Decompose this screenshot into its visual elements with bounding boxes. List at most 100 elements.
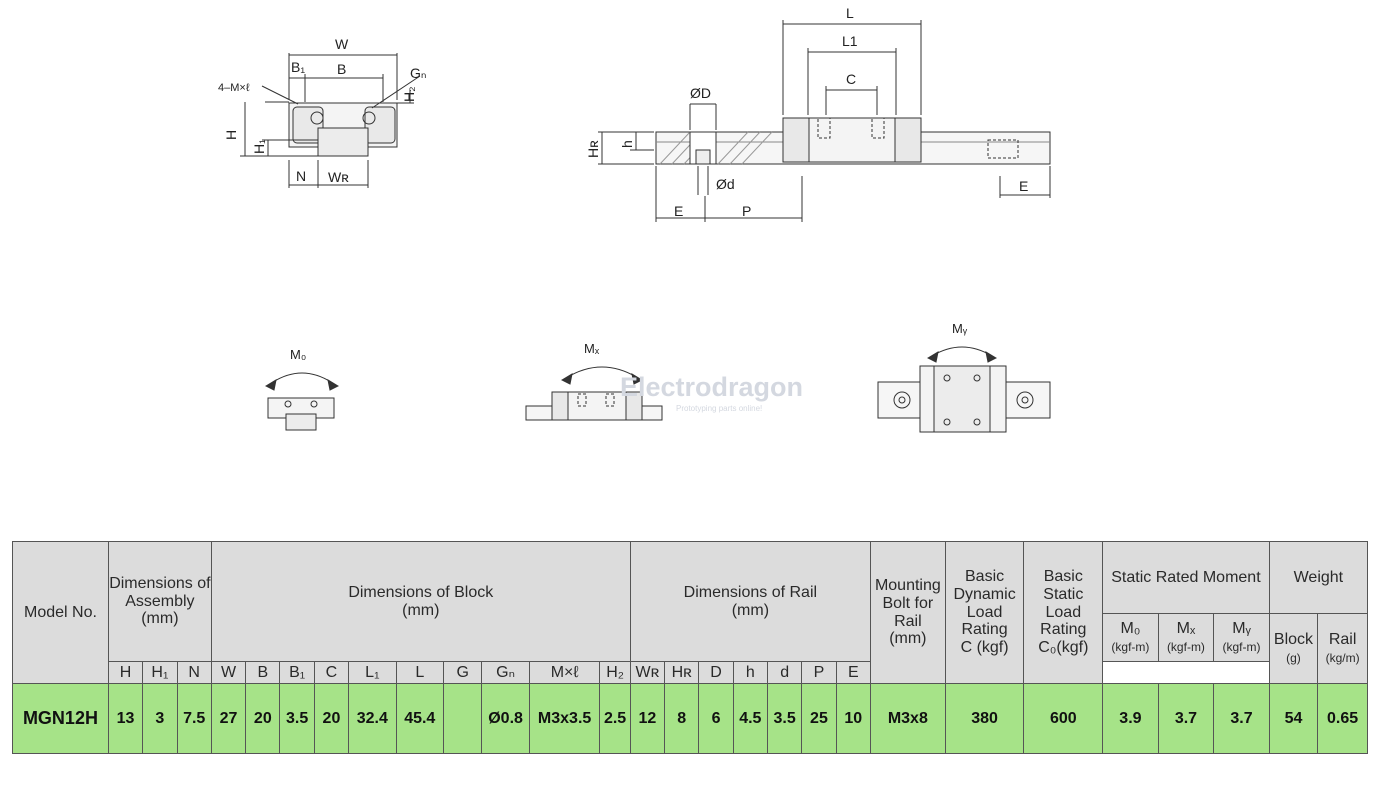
cell-w: 27 bbox=[210, 683, 247, 754]
weight-block-unit: (g) bbox=[1286, 650, 1301, 665]
col-h2: H₂ bbox=[599, 661, 631, 684]
col-hr: Hʀ bbox=[664, 661, 700, 684]
label-d-small: Ød bbox=[716, 176, 735, 192]
col-w: W bbox=[210, 661, 247, 684]
moment-unit: (kgf-m) bbox=[1111, 639, 1150, 654]
label-wr: Wʀ bbox=[328, 169, 349, 185]
label-n: N bbox=[296, 168, 306, 184]
cell-weight-block: 54 bbox=[1268, 683, 1319, 754]
moment-mx-label: Mₓ bbox=[1176, 619, 1196, 637]
header-mounting-bolt: Mounting Bolt for Rail (mm) bbox=[870, 541, 946, 684]
cell-p: 25 bbox=[801, 683, 837, 754]
cell-h1: 3 bbox=[142, 683, 178, 754]
col-l: L bbox=[395, 661, 444, 684]
label-m0: M₀ bbox=[290, 347, 306, 362]
col-h-rail: h bbox=[732, 661, 768, 684]
cell-wr: 12 bbox=[629, 683, 666, 754]
moment-m0-view bbox=[264, 372, 340, 431]
cell-my: 3.7 bbox=[1213, 683, 1270, 754]
header-static-moment: Static Rated Moment bbox=[1102, 541, 1270, 614]
moment-unit: (kgf-m) bbox=[1166, 639, 1205, 654]
cell-h-rail: 4.5 bbox=[732, 683, 768, 754]
header-static-title: Basic Static Load Rating bbox=[1040, 567, 1087, 639]
label-w: W bbox=[335, 36, 349, 52]
cell-gn: Ø0.8 bbox=[481, 683, 530, 754]
cross-section-view bbox=[240, 53, 421, 188]
cell-model: MGN12H bbox=[12, 683, 109, 754]
weight-rail-unit: (kg/m) bbox=[1325, 650, 1360, 665]
header-rail-title: Dimensions of Rail bbox=[683, 583, 818, 601]
cell-static: 600 bbox=[1023, 683, 1104, 754]
header-moment-m0: M₀ (kgf-m) bbox=[1102, 613, 1159, 662]
cell-dynamic: 380 bbox=[944, 683, 1025, 754]
label-b1: B₁ bbox=[291, 59, 305, 75]
col-p: P bbox=[801, 661, 837, 684]
cell-m0: 3.9 bbox=[1102, 683, 1159, 754]
cell-l: 45.4 bbox=[395, 683, 444, 754]
watermark-subtitle: Prototyping parts online! bbox=[676, 404, 763, 413]
col-gn: Gₙ bbox=[481, 661, 530, 684]
header-model: Model No. bbox=[12, 541, 109, 684]
header-weight-block: Block (g) bbox=[1268, 613, 1319, 684]
header-static-unit: C₀(kgf) bbox=[1038, 639, 1089, 657]
col-c: C bbox=[313, 661, 350, 684]
label-b: B bbox=[337, 61, 346, 77]
moment-my-view bbox=[877, 346, 1051, 433]
cell-h2: 2.5 bbox=[599, 683, 631, 754]
label-od: ØD bbox=[690, 85, 711, 101]
col-d-big: D bbox=[698, 661, 734, 684]
header-dynamic-load: Basic Dynamic Load Rating C (kgf) bbox=[944, 541, 1025, 684]
label-h: H bbox=[223, 130, 239, 140]
header-moment-mx: Mₓ (kgf-m) bbox=[1157, 613, 1215, 662]
cell-mx: 3.7 bbox=[1157, 683, 1215, 754]
cell-weight-rail: 0.65 bbox=[1317, 683, 1368, 754]
cell-n: 7.5 bbox=[176, 683, 212, 754]
label-e-right: E bbox=[1019, 178, 1028, 194]
spec-table: Model No. Dimensions of Assembly (mm) Di… bbox=[12, 541, 1369, 754]
cell-d-small: 3.5 bbox=[766, 683, 803, 754]
header-rail: Dimensions of Rail (mm) bbox=[629, 541, 872, 662]
header-mounting-bolt-title: Mounting Bolt for Rail bbox=[874, 576, 941, 630]
cell-c: 20 bbox=[313, 683, 350, 754]
label-mxl: 4–M×ℓ bbox=[218, 82, 250, 94]
header-static-load: Basic Static Load Rating C₀(kgf) bbox=[1023, 541, 1104, 684]
moment-mx-view bbox=[525, 366, 663, 421]
label-hr: Hʀ bbox=[585, 140, 601, 158]
col-b1: B₁ bbox=[279, 661, 315, 684]
weight-block-label: Block bbox=[1273, 630, 1314, 648]
cell-hr: 8 bbox=[664, 683, 700, 754]
header-rail-unit: (mm) bbox=[731, 601, 770, 619]
side-view bbox=[598, 20, 1051, 222]
label-e-left: E bbox=[674, 203, 683, 219]
watermark: Electrodragon bbox=[620, 372, 804, 402]
col-mxl: M×ℓ bbox=[528, 661, 601, 684]
cell-bolt: M3x8 bbox=[870, 683, 946, 754]
cell-g bbox=[442, 683, 483, 754]
header-dynamic-unit: C (kgf) bbox=[960, 639, 1009, 657]
cell-h: 13 bbox=[107, 683, 144, 754]
col-b: B bbox=[245, 661, 281, 684]
col-h1: H₁ bbox=[142, 661, 178, 684]
col-n: N bbox=[176, 661, 212, 684]
col-h: H bbox=[107, 661, 144, 684]
label-h1: H₁ bbox=[251, 139, 267, 154]
weight-rail-label: Rail bbox=[1328, 630, 1357, 648]
cell-d-big: 6 bbox=[698, 683, 734, 754]
moment-unit: (kgf-m) bbox=[1222, 639, 1261, 654]
cell-b1: 3.5 bbox=[279, 683, 315, 754]
header-weight: Weight bbox=[1268, 541, 1369, 614]
cell-e: 10 bbox=[835, 683, 872, 754]
header-mounting-bolt-unit: (mm) bbox=[889, 630, 927, 648]
label-gn: Gₙ bbox=[410, 65, 426, 81]
table-row: MGN12H 13 3 7.5 27 20 3.5 20 32.4 45.4 Ø… bbox=[12, 683, 1368, 754]
label-p: P bbox=[742, 203, 751, 219]
label-h2: H₂ bbox=[401, 86, 417, 102]
label-mx: Mₓ bbox=[584, 341, 600, 356]
label-l: L bbox=[846, 5, 854, 21]
cell-mxl: M3x3.5 bbox=[528, 683, 601, 754]
header-weight-rail: Rail (kg/m) bbox=[1317, 613, 1368, 684]
col-l1: L₁ bbox=[348, 661, 397, 684]
header-dynamic-title: Basic Dynamic Load Rating bbox=[953, 567, 1016, 639]
cell-l1: 32.4 bbox=[348, 683, 397, 754]
header-block-unit: (mm) bbox=[402, 601, 440, 619]
